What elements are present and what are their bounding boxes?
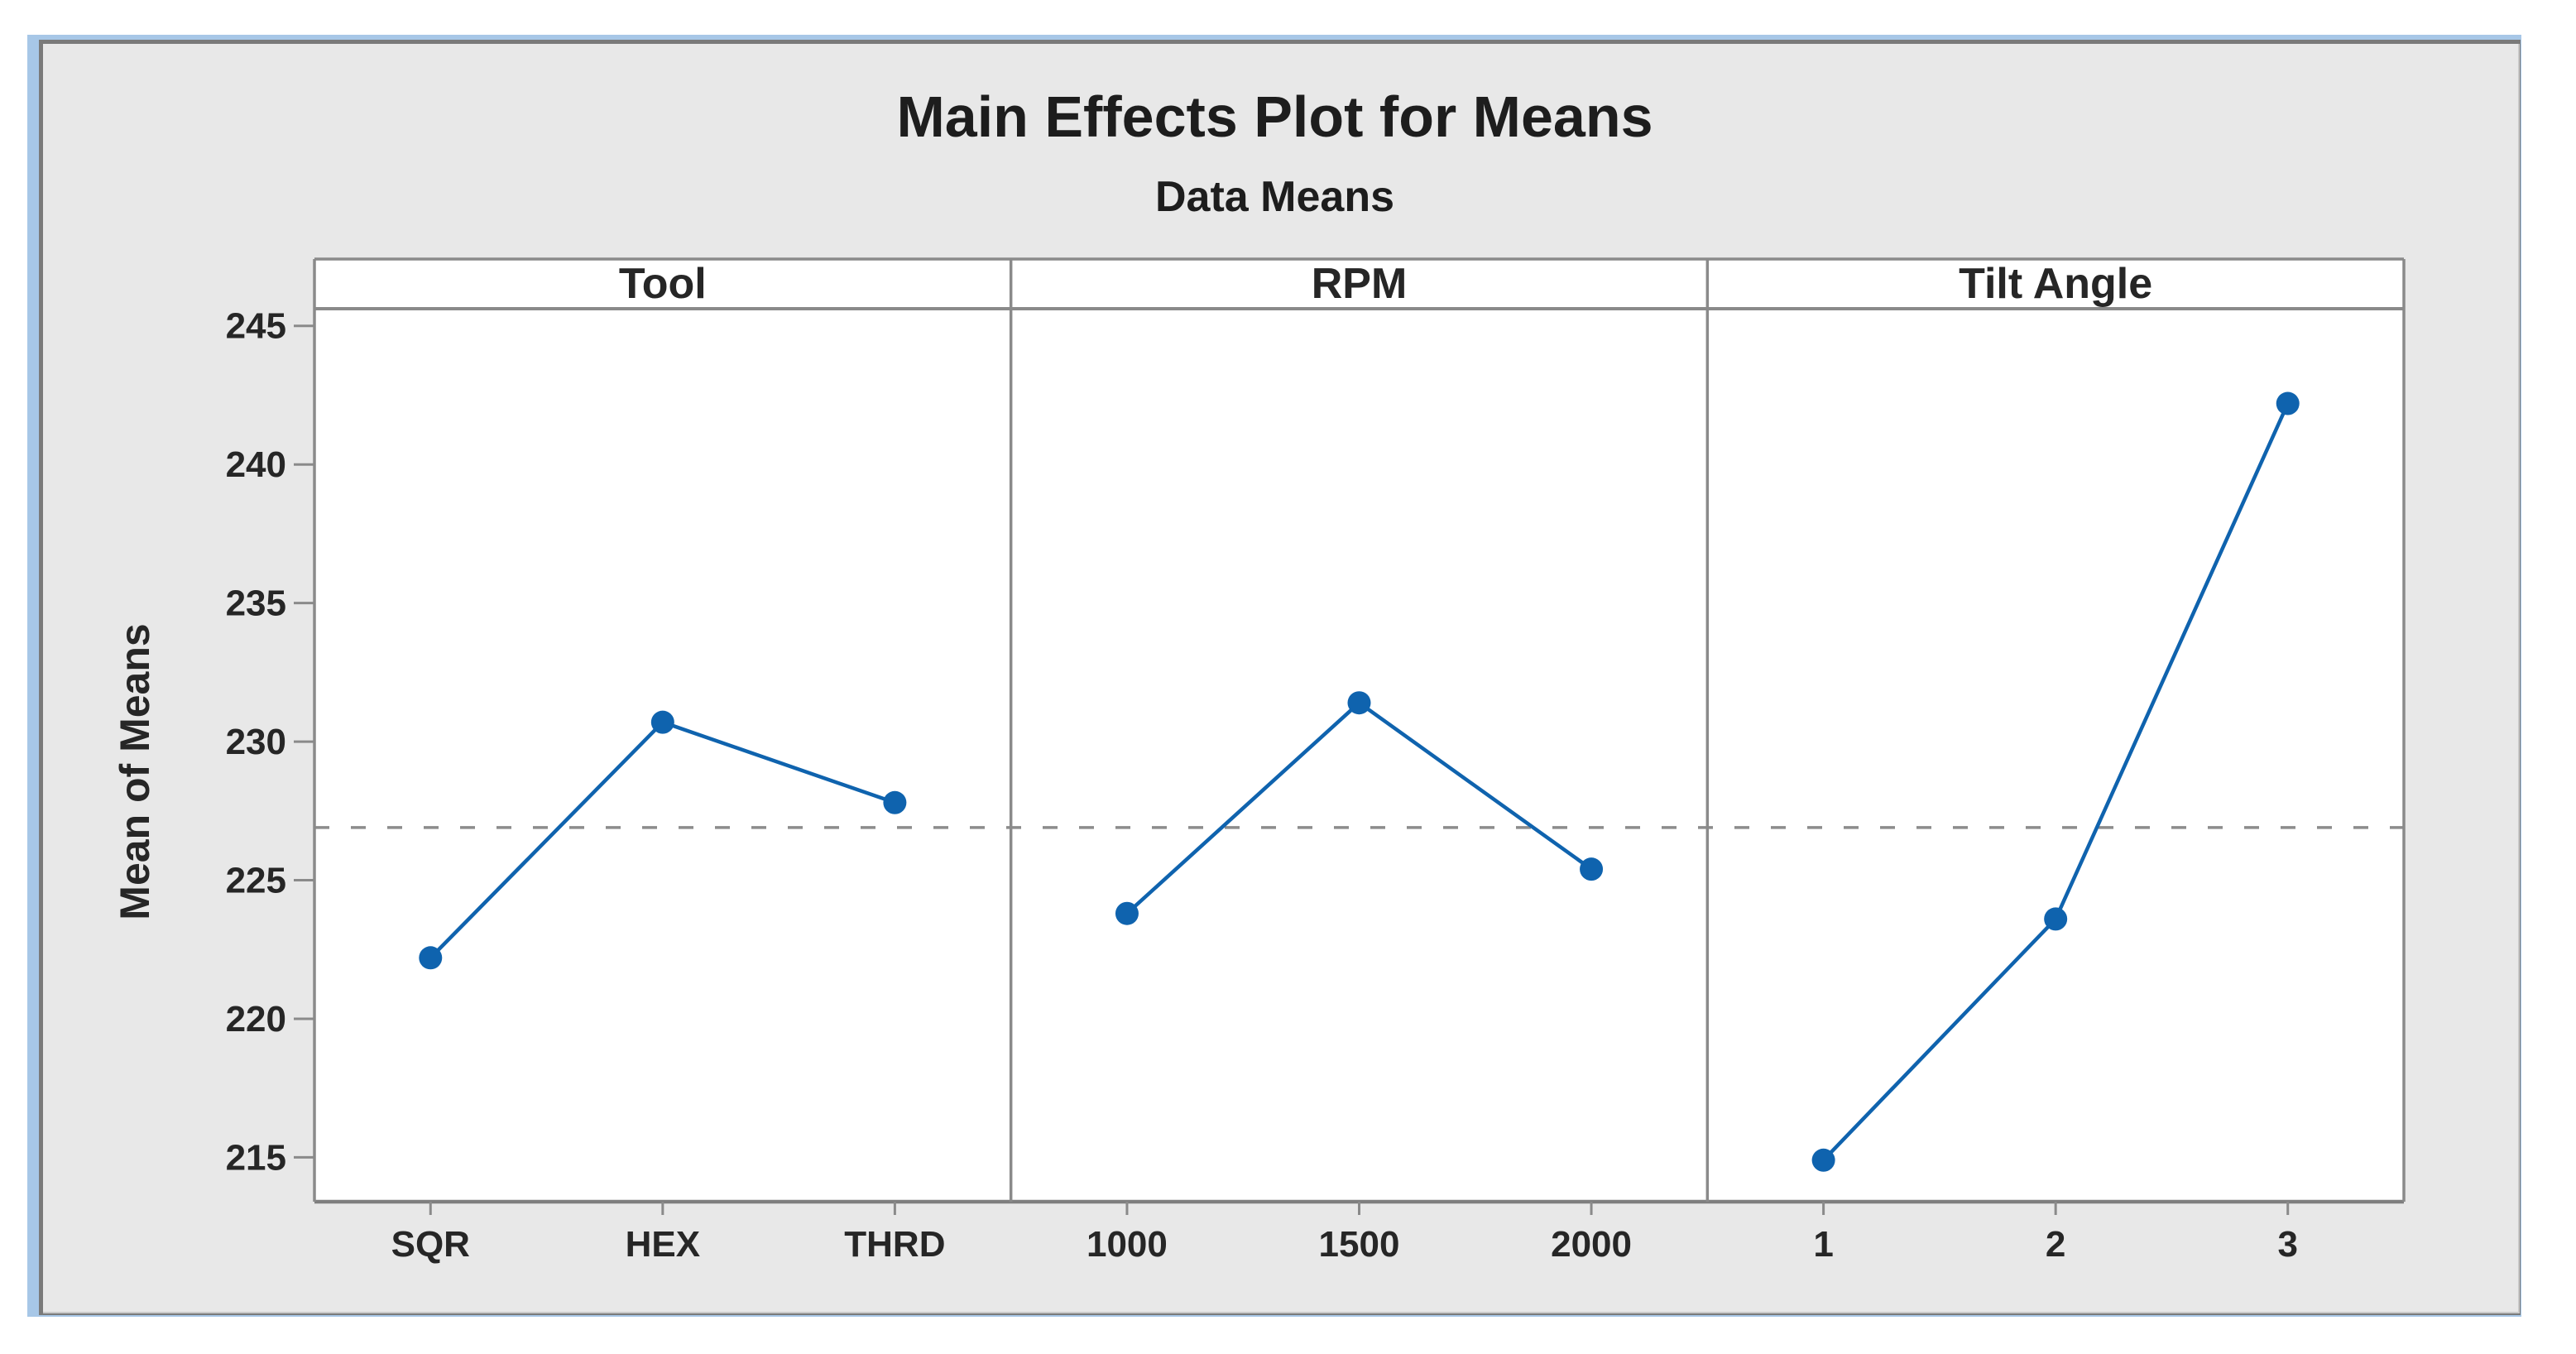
y-axis-tick-label: 225	[226, 861, 286, 901]
x-axis-category-label: 1	[1813, 1224, 1833, 1265]
x-axis-category-label: 1000	[1087, 1224, 1168, 1265]
y-axis-tick-label: 235	[226, 583, 286, 624]
chart-subtitle: Data Means	[1155, 173, 1394, 221]
data-point-marker	[1115, 901, 1139, 925]
data-point-marker	[2044, 907, 2068, 931]
chart-title: Main Effects Plot for Means	[896, 84, 1653, 149]
data-point-marker	[2276, 391, 2300, 415]
x-axis-category-label: SQR	[391, 1224, 470, 1265]
panel-header-label: Tool	[619, 260, 707, 308]
data-point-marker	[1811, 1148, 1835, 1172]
x-axis-category-label: HEX	[626, 1224, 700, 1265]
y-axis-tick-label: 230	[226, 722, 286, 762]
data-point-marker	[650, 710, 674, 734]
plot-area-background	[314, 259, 2404, 1202]
panel-header-label: RPM	[1312, 260, 1408, 308]
data-point-marker	[883, 790, 907, 814]
x-axis-category-label: 2	[2046, 1224, 2065, 1265]
y-axis-tick-label: 245	[226, 306, 286, 347]
y-axis-tick-label: 220	[226, 999, 286, 1040]
panel-header-label: Tilt Angle	[1959, 260, 2152, 308]
y-axis-tick-label: 215	[226, 1137, 286, 1178]
x-axis-category-label: 1500	[1319, 1224, 1400, 1265]
x-axis-category-label: 3	[2277, 1224, 2297, 1265]
y-axis-tick-label: 240	[226, 444, 286, 485]
data-point-marker	[1580, 857, 1604, 881]
data-point-marker	[1347, 691, 1371, 715]
y-axis-title: Mean of Means	[112, 623, 158, 919]
x-axis-category-label: THRD	[844, 1224, 945, 1265]
x-axis-category-label: 2000	[1551, 1224, 1632, 1265]
data-point-marker	[419, 946, 443, 970]
